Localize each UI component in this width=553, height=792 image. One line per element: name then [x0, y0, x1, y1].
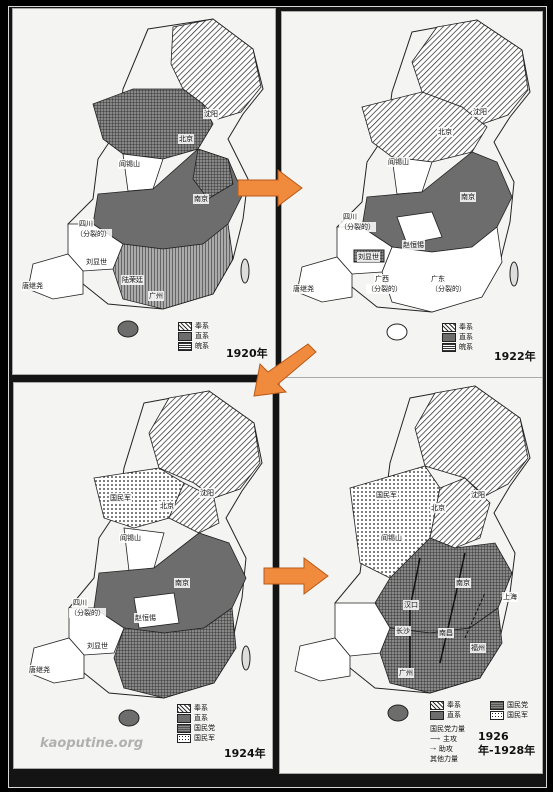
label-guominjun: 国民军: [375, 490, 398, 500]
label-nanjing: 南京: [193, 194, 209, 204]
aux-arrow-icon: ⇢: [430, 745, 436, 753]
legend-swatch-feng: [177, 703, 191, 713]
arrow-right-2: [263, 557, 329, 595]
label-liuxianshi: 刘显世: [85, 257, 108, 267]
label-yanxishan: 阎锡山: [380, 533, 403, 543]
legend-1920: 奉系 直系 皖系: [178, 321, 209, 351]
legend-label: 奉系: [459, 323, 473, 331]
legend-1922: 奉系 直系 皖系: [442, 322, 473, 352]
label-shanghai: 上海: [502, 592, 518, 602]
label-lurongting: 陆荣廷: [121, 275, 144, 285]
map-1922: 沈阳 北京 阎锡山 南京 四川 （分裂的） 赵恒惕 刘显世 唐继尧 广西 （分裂…: [282, 12, 542, 377]
legend-label: 国民军: [507, 711, 528, 719]
label-nanjing: 南京: [174, 578, 190, 588]
label-beijing: 北京: [178, 134, 194, 144]
label-guangzhou: 广州: [148, 291, 164, 301]
legend-swatch-zhi: [178, 331, 192, 341]
label-nanchang: 南昌: [438, 628, 454, 638]
legend-swatch-gmj: [490, 710, 504, 720]
label-sichuan-sub: （分裂的）: [339, 222, 376, 232]
legend-label: 皖系: [195, 342, 209, 350]
label-nanjing: 南京: [455, 578, 471, 588]
label-liuxianshi: 刘显世: [86, 641, 109, 651]
legend-1924: 奉系 直系 国民党 国民军: [177, 703, 215, 743]
map-1922-drawing: [296, 19, 531, 341]
label-guangdong: 广东: [430, 274, 446, 284]
label-sichuan-sub: （分裂的）: [75, 229, 112, 239]
main-arrow-icon: ⟶: [430, 735, 441, 743]
label-guangxi-sub: （分裂的）: [366, 284, 403, 294]
legend-other: 其他力量: [430, 755, 458, 763]
legend-swatch-wan: [442, 342, 456, 352]
legend-swatch-feng: [442, 322, 456, 332]
legend-1926-forces: 国民党力量 ⟶ 主攻 ⇢ 助攻 其他力量: [430, 724, 465, 764]
label-beijing: 北京: [159, 501, 175, 511]
label-sichuan: 四川: [72, 598, 88, 608]
year-label-1922: 1922年: [494, 350, 536, 363]
label-liuxianshi: 刘显世: [357, 252, 380, 262]
legend-aux: 助攻: [438, 745, 453, 753]
label-sichuan: 四川: [342, 212, 358, 222]
label-shenyang: 沈阳: [472, 107, 488, 117]
year-label-1924: 1924年: [224, 747, 266, 760]
label-sichuan: 四川: [78, 219, 94, 229]
legend-label: 国民党: [507, 701, 528, 709]
label-beijing: 北京: [430, 503, 446, 513]
map-1924-drawing: [28, 390, 263, 727]
label-yanxishan: 阎锡山: [387, 157, 410, 167]
legend-label: 直系: [459, 333, 473, 341]
legend-swatch-gmj: [177, 733, 191, 743]
legend-label: 奉系: [194, 704, 208, 712]
legend-1926-right: 国民党 国民军: [490, 700, 528, 720]
legend-label: 国民军: [194, 734, 215, 742]
map-1926-1928: 国民军 沈阳 北京 阎锡山 南京 上海 汉口 长沙 南昌 福州 广州 奉系 直系…: [280, 378, 542, 773]
legend-swatch-gmd: [177, 723, 191, 733]
label-hankou: 汉口: [403, 600, 419, 610]
label-fuzhou: 福州: [470, 643, 486, 653]
legend-1926: 奉系 直系: [430, 700, 461, 720]
label-nanjing: 南京: [460, 192, 476, 202]
legend-swatch-zhi: [177, 713, 191, 723]
label-guangdong-sub: （分裂的）: [430, 284, 467, 294]
label-shenyang: 沈阳: [203, 109, 219, 119]
legend-label: 皖系: [459, 343, 473, 351]
label-tangjiyao: 唐继尧: [28, 665, 51, 675]
year-label-1920: 1920年: [226, 347, 268, 360]
label-tangjiyao: 唐继尧: [21, 281, 44, 291]
label-guominjun: 国民军: [109, 493, 132, 503]
label-shenyang: 沈阳: [470, 490, 486, 500]
legend-swatch-gmd: [490, 700, 504, 710]
legend-forces-title: 国民党力量: [430, 725, 465, 733]
label-zhaohengti: 赵恒惕: [402, 240, 425, 250]
label-guangzhou: 广州: [398, 668, 414, 678]
year-label-1926-1928: 1926年-1928年: [478, 730, 536, 757]
label-zhaohengti: 赵恒惕: [134, 613, 157, 623]
label-guangxi: 广西: [374, 274, 390, 284]
legend-label: 直系: [194, 714, 208, 722]
label-yanxishan: 阎锡山: [118, 159, 141, 169]
legend-swatch-zhi: [430, 710, 444, 720]
label-tangjiyao: 唐继尧: [292, 284, 315, 294]
legend-label: 国民党: [194, 724, 215, 732]
legend-label: 奉系: [195, 322, 209, 330]
arrow-right-1: [237, 169, 303, 207]
label-changsha: 长沙: [395, 626, 411, 636]
legend-swatch-feng: [430, 700, 444, 710]
legend-label: 直系: [447, 711, 461, 719]
arrow-down-left: [253, 343, 317, 397]
map-1920: 沈阳 北京 阎锡山 南京 四川 （分裂的） 刘显世 唐继尧 陆荣廷 广州 奉系 …: [13, 9, 275, 374]
label-sichuan-sub: （分裂的）: [69, 608, 106, 618]
legend-swatch-wan: [178, 341, 192, 351]
label-yanxishan: 阎锡山: [119, 533, 142, 543]
legend-swatch-feng: [178, 321, 192, 331]
legend-main: 主攻: [443, 735, 458, 743]
label-shenyang: 沈阳: [199, 488, 215, 498]
watermark: kaoputine.org: [40, 736, 144, 751]
legend-label: 直系: [195, 332, 209, 340]
label-beijing: 北京: [437, 127, 453, 137]
legend-label: 奉系: [447, 701, 461, 709]
map-1924: 国民军 沈阳 北京 阎锡山 南京 四川 （分裂的） 赵恒惕 刘显世 唐继尧 奉系…: [14, 383, 272, 768]
legend-swatch-zhi: [442, 332, 456, 342]
